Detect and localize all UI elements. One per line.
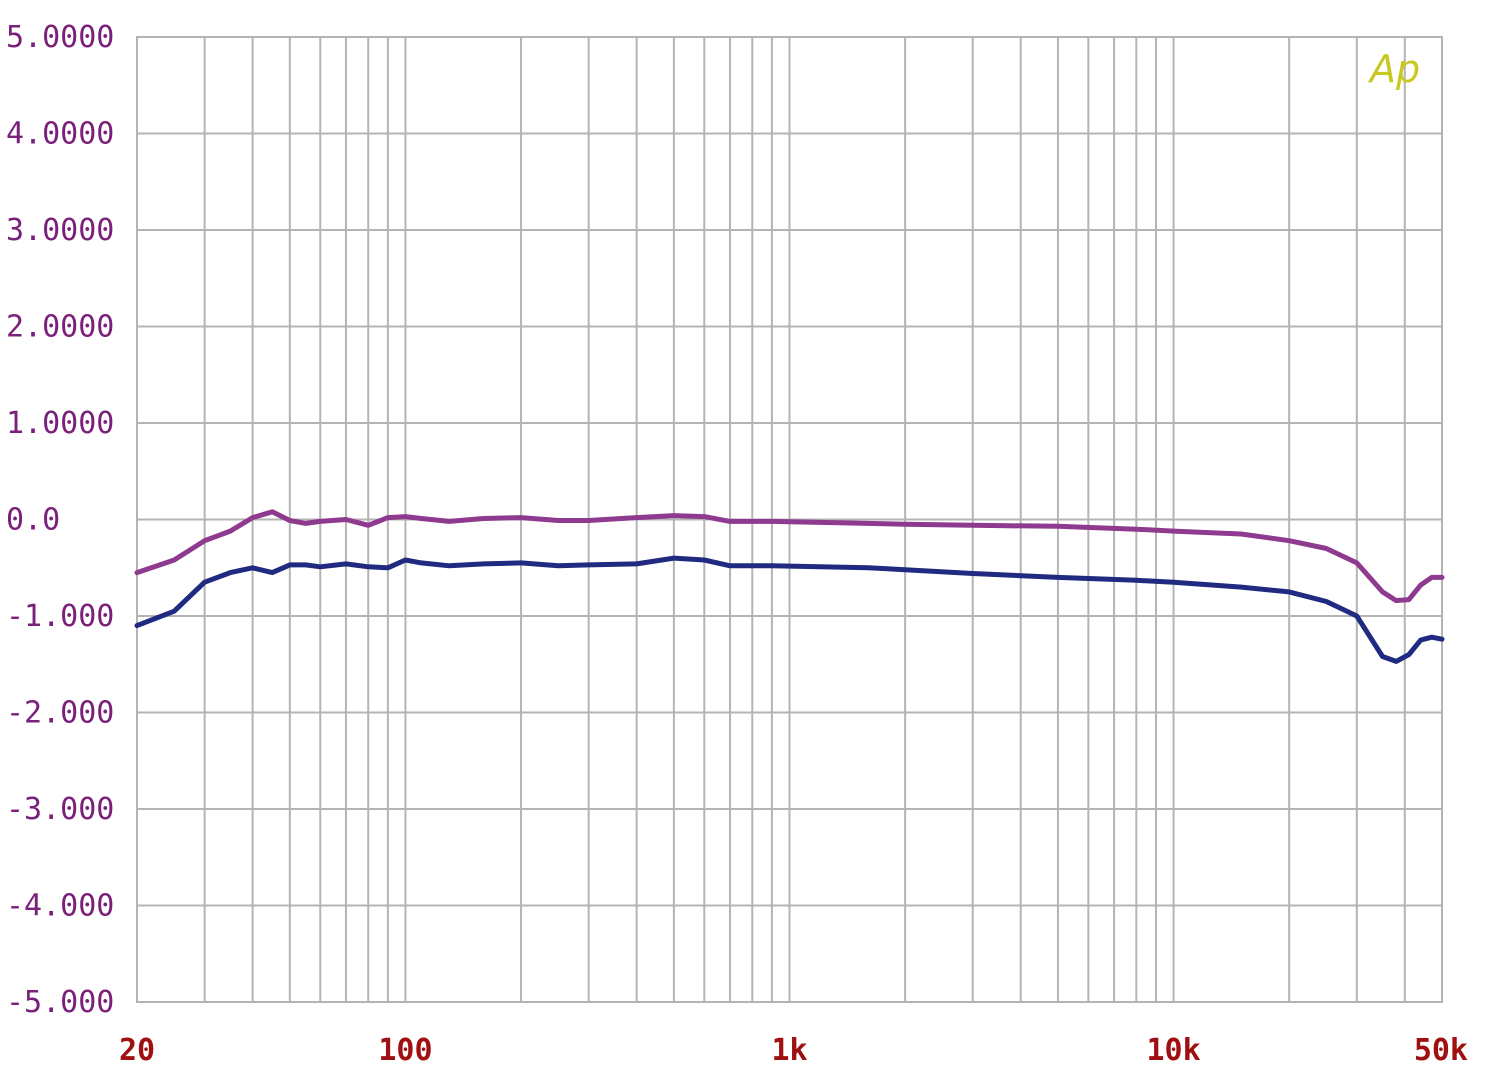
x-tick-label: 1k (771, 1033, 807, 1068)
y-tick-label: -2.000 (6, 696, 114, 731)
series-group (134, 509, 1445, 664)
y-tick-label: -4.000 (6, 889, 114, 924)
series-line-1 (134, 509, 1445, 604)
x-tick-label: 10k (1146, 1033, 1200, 1068)
y-tick-label: 5.0000 (6, 20, 114, 55)
y-tick-label: -3.000 (6, 792, 114, 827)
y-tick-label: -1.000 (6, 599, 114, 634)
y-tick-label: 4.0000 (6, 117, 114, 152)
y-tick-label: 0.0 (6, 503, 60, 538)
y-tick-label: 1.0000 (6, 406, 114, 441)
x-tick-label: 100 (378, 1033, 432, 1068)
ap-logo: Ap (1367, 47, 1420, 91)
y-tick-label: 3.0000 (6, 213, 114, 248)
y-tick-label: -5.000 (6, 985, 114, 1020)
y-tick-label: 2.0000 (6, 310, 114, 345)
y-axis-labels: 5.0000 4.0000 3.0000 2.0000 1.0000 0.0 -1.000 -… (6, 20, 114, 1020)
x-axis-labels: 20 100 1k 10k 50k (119, 1033, 1468, 1068)
x-tick-label: 50k (1414, 1033, 1468, 1068)
series-line-2 (134, 555, 1445, 664)
plot-frame (136, 36, 1443, 1003)
x-tick-label: 20 (119, 1033, 155, 1068)
